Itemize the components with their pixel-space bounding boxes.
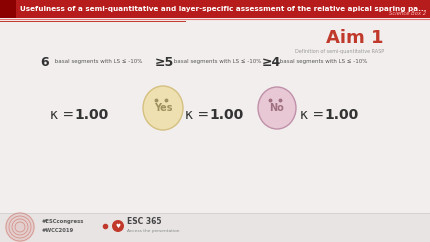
Text: ♥: ♥ <box>116 224 120 228</box>
Text: κ =: κ = <box>300 108 329 122</box>
FancyBboxPatch shape <box>0 0 16 18</box>
Text: basal segments with LS ≤ -10%: basal segments with LS ≤ -10% <box>53 60 142 65</box>
Text: Definition of semi-quantitative RASP: Definition of semi-quantitative RASP <box>295 50 384 54</box>
Text: Usefulness of a semi-quantitative and layer-specific assessment of the relative : Usefulness of a semi-quantitative and la… <box>20 6 427 12</box>
Text: ≥5: ≥5 <box>155 55 174 68</box>
Text: Access the presentation: Access the presentation <box>127 229 179 233</box>
Ellipse shape <box>5 212 35 242</box>
Text: No: No <box>270 103 284 113</box>
FancyBboxPatch shape <box>0 0 430 18</box>
Text: 1.00: 1.00 <box>74 108 108 122</box>
Text: #WCC2019: #WCC2019 <box>42 227 74 233</box>
Text: basal segments with LS ≤ -10%: basal segments with LS ≤ -10% <box>172 60 261 65</box>
Text: κ =: κ = <box>185 108 214 122</box>
Text: basal segments with LS ≤ -10%: basal segments with LS ≤ -10% <box>278 60 367 65</box>
Text: ESC 365: ESC 365 <box>127 217 162 226</box>
Text: #ESCcongress: #ESCcongress <box>42 219 84 225</box>
Text: ≥4: ≥4 <box>262 55 281 68</box>
FancyBboxPatch shape <box>0 213 430 242</box>
Text: Aim 1: Aim 1 <box>326 29 384 47</box>
Text: Yes: Yes <box>154 103 172 113</box>
Text: 6: 6 <box>40 55 49 68</box>
Text: 1.00: 1.00 <box>209 108 243 122</box>
Text: κ =: κ = <box>50 108 79 122</box>
Text: Science Box 2: Science Box 2 <box>389 11 426 16</box>
Ellipse shape <box>143 86 183 130</box>
Text: 1.00: 1.00 <box>324 108 358 122</box>
Ellipse shape <box>112 220 124 232</box>
Ellipse shape <box>258 87 296 129</box>
